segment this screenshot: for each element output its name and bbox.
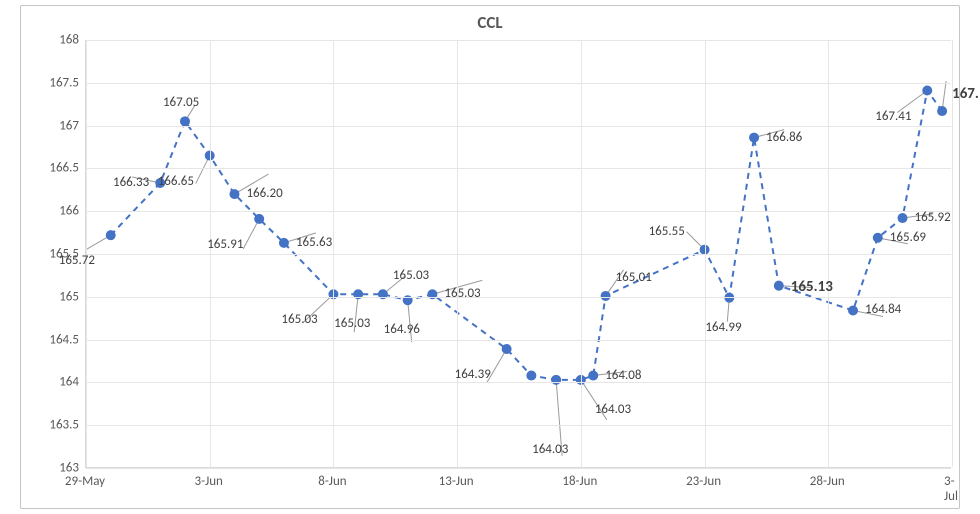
- chart-container: CCL 165.72166.33167.05166.65166.20165.91…: [0, 0, 980, 514]
- y-axis-tick: 163.5: [21, 418, 79, 433]
- x-axis-tick: 18-Jun: [562, 474, 597, 489]
- chart-frame: CCL 165.72166.33167.05166.65166.20165.91…: [20, 5, 960, 509]
- x-axis-tick: 8-Jun: [318, 474, 346, 489]
- y-axis-tick: 165: [21, 289, 79, 304]
- gridline-h: [86, 382, 951, 383]
- gridline-h: [86, 211, 951, 212]
- x-axis-tick: 13-Jun: [439, 474, 474, 489]
- x-axis-tick: 23-Jun: [686, 474, 721, 489]
- y-axis-tick: 168: [21, 33, 79, 48]
- gridline-h: [86, 40, 951, 41]
- y-axis-tick: 165.5: [21, 247, 79, 262]
- gridline-v: [457, 40, 458, 467]
- gridline-v: [210, 40, 211, 467]
- y-axis-tick: 164: [21, 375, 79, 390]
- gridline-h: [86, 297, 951, 298]
- x-axis-tick: 29-May: [65, 474, 105, 489]
- gridline-v: [581, 40, 582, 467]
- y-axis-tick: 167.5: [21, 75, 79, 90]
- plot-area: 165.72166.33167.05166.65166.20165.91165.…: [85, 40, 951, 468]
- gridline-h: [86, 340, 951, 341]
- y-axis-tick: 167: [21, 118, 79, 133]
- gridline-v: [705, 40, 706, 467]
- x-axis-tick: 3-Jul: [944, 474, 958, 504]
- data-label: 167.17: [952, 85, 980, 103]
- gridline-h: [86, 83, 951, 84]
- x-axis-tick: 28-Jun: [810, 474, 845, 489]
- gridline-h: [86, 468, 951, 469]
- x-axis-tick: 3-Jun: [195, 474, 223, 489]
- gridline-h: [86, 126, 951, 127]
- gridline-h: [86, 254, 951, 255]
- gridline-v: [333, 40, 334, 467]
- gridline-h: [86, 168, 951, 169]
- gridline-v: [86, 40, 87, 467]
- gridline-h: [86, 425, 951, 426]
- y-axis-tick: 164.5: [21, 332, 79, 347]
- y-axis-tick: 166: [21, 204, 79, 219]
- y-axis-tick: 166.5: [21, 161, 79, 176]
- gridline-v: [952, 40, 953, 467]
- chart-title: CCL: [21, 12, 959, 33]
- gridline-v: [828, 40, 829, 467]
